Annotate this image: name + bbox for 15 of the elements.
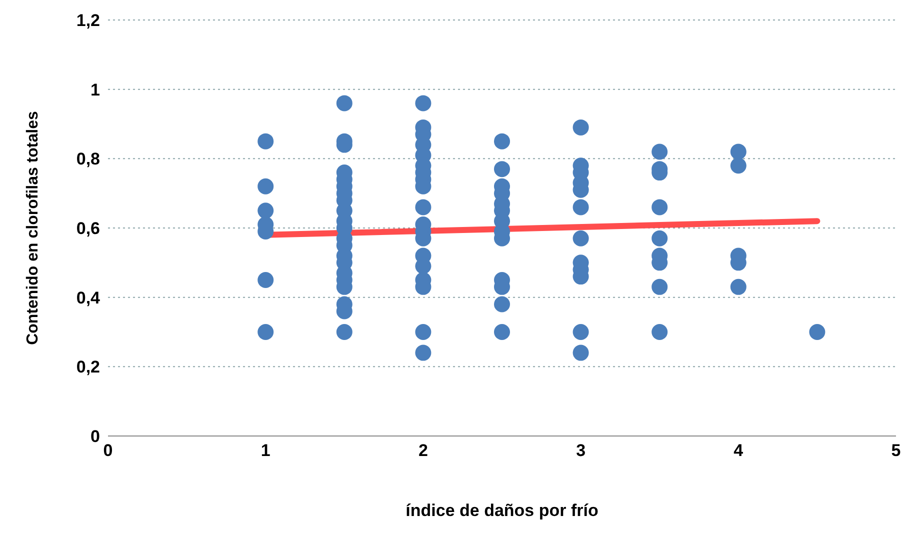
y-axis-title: Contenido en clorofilas totales — [24, 111, 42, 345]
x-axis-title: índice de daños por frío — [406, 501, 598, 520]
y-tick-label: 0,4 — [76, 288, 101, 308]
x-tick-label: 5 — [891, 441, 901, 460]
x-tick-label: 3 — [576, 441, 586, 460]
y-tick-label: 1 — [90, 80, 100, 100]
y-tick-label: 0,6 — [76, 219, 100, 238]
x-tick-label: 1 — [260, 441, 270, 460]
y-tick-label: 0,8 — [76, 150, 100, 169]
y-tick-label: 1,2 — [76, 11, 100, 30]
y-tick-label: 0,2 — [76, 358, 100, 377]
x-tick-label: 2 — [418, 441, 428, 460]
x-tick-label: 4 — [734, 441, 744, 460]
x-tick-label: 0 — [103, 441, 113, 460]
y-tick-label: 0 — [90, 427, 100, 446]
